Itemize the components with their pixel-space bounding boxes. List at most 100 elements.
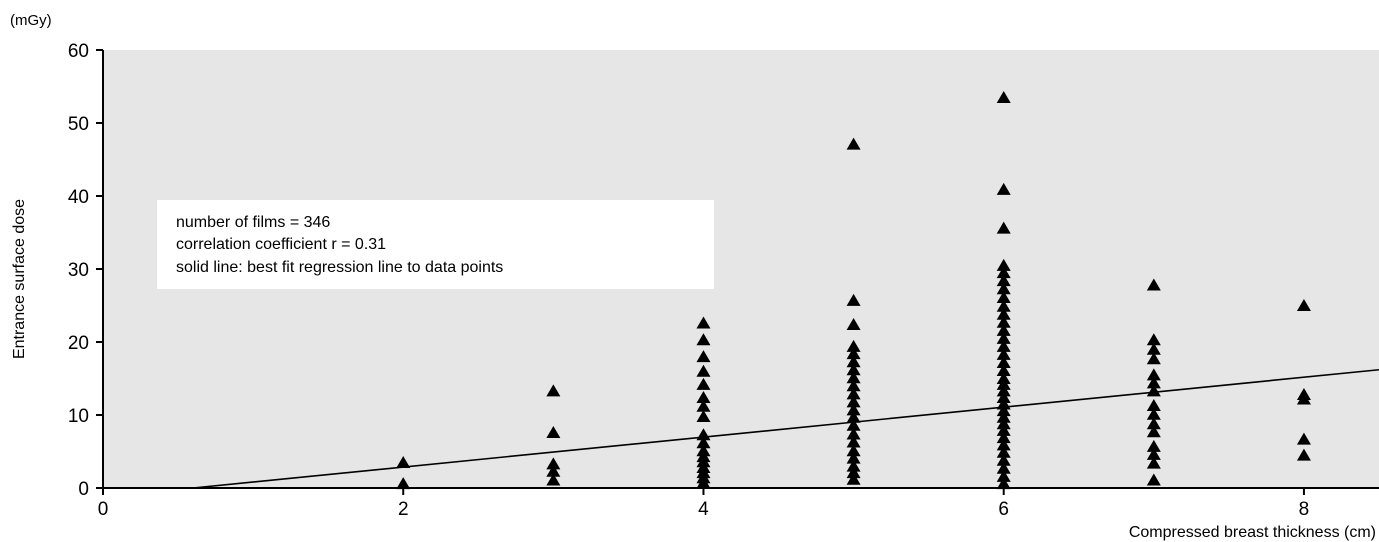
x-tick-label: 4: [698, 499, 709, 520]
data-points-layer: [396, 90, 1311, 490]
x-ticks: 0 2 4 6 8: [98, 488, 1310, 520]
y-tick-label: 30: [68, 260, 89, 281]
data-point: [996, 266, 1011, 279]
data-point: [996, 461, 1011, 474]
data-point: [1146, 368, 1161, 381]
data-point: [846, 410, 861, 423]
annotation-correlation-coefficient: correlation coefficient r = 0.31: [176, 236, 386, 253]
data-point: [1146, 278, 1161, 291]
data-point: [1296, 392, 1311, 405]
data-point: [846, 371, 861, 384]
data-point: [846, 466, 861, 479]
data-point: [1296, 448, 1311, 461]
data-point: [996, 438, 1011, 451]
y-tick-label: 50: [68, 114, 89, 135]
data-point: [996, 299, 1011, 312]
data-point: [996, 355, 1011, 368]
x-tick-label: 8: [1299, 499, 1310, 520]
data-point: [546, 457, 561, 470]
y-tick-label: 0: [78, 479, 89, 500]
y-tick-label: 40: [68, 187, 89, 208]
x-tick-label: 2: [398, 499, 409, 520]
data-point: [996, 377, 1011, 390]
data-point: [696, 476, 711, 489]
data-point: [846, 459, 861, 472]
data-point: [1146, 352, 1161, 365]
y-ticks: 0 10 20 30 40 50 60: [68, 41, 103, 500]
data-point: [996, 363, 1011, 376]
data-point: [696, 364, 711, 377]
annotation-box: number of films = 346 correlation coeffi…: [157, 200, 714, 289]
data-point: [846, 293, 861, 306]
data-point: [696, 316, 711, 329]
data-point: [396, 455, 411, 468]
data-point: [1146, 333, 1161, 346]
data-point: [1146, 384, 1161, 397]
data-point: [696, 399, 711, 412]
data-point: [996, 445, 1011, 458]
data-point: [996, 307, 1011, 320]
data-point: [546, 473, 561, 486]
data-point: [546, 464, 561, 477]
data-point: [846, 395, 861, 408]
data-point: [996, 331, 1011, 344]
data-point: [996, 469, 1011, 482]
data-point: [996, 384, 1011, 397]
data-point: [1146, 407, 1161, 420]
data-point: [1146, 425, 1161, 438]
data-point: [846, 387, 861, 400]
data-point: [996, 431, 1011, 444]
data-point: [996, 477, 1011, 490]
data-point: [1146, 456, 1161, 469]
data-point: [996, 315, 1011, 328]
data-point: [846, 317, 861, 330]
data-point: [996, 323, 1011, 336]
regression-line-layer: [192, 368, 1379, 489]
data-point: [996, 282, 1011, 295]
data-point: [696, 409, 711, 422]
data-point: [846, 444, 861, 457]
data-point: [696, 350, 711, 363]
annotation-regression-note: solid line: best fit regression line to …: [176, 259, 503, 276]
data-point: [996, 182, 1011, 195]
data-point: [996, 397, 1011, 410]
data-point: [696, 377, 711, 390]
data-point: [846, 339, 861, 352]
data-point: [846, 355, 861, 368]
data-point: [846, 418, 861, 431]
data-point: [696, 333, 711, 346]
y-axis-unit: (mGy): [10, 12, 52, 29]
data-point: [996, 423, 1011, 436]
x-axis-title: Compressed breast thickness (cm): [1129, 524, 1376, 541]
data-point: [1146, 447, 1161, 460]
data-point: [846, 451, 861, 464]
annotation-box-background: [157, 200, 714, 289]
x-tick-label: 6: [998, 499, 1009, 520]
y-tick-label: 10: [68, 406, 89, 427]
data-point: [996, 90, 1011, 103]
data-point: [996, 258, 1011, 271]
data-point: [546, 384, 561, 397]
data-point: [846, 379, 861, 392]
data-point: [1296, 432, 1311, 445]
data-point: [846, 435, 861, 448]
data-point: [696, 390, 711, 403]
data-point: [546, 426, 561, 439]
data-point: [1146, 473, 1161, 486]
data-point: [996, 417, 1011, 430]
data-point: [1146, 342, 1161, 355]
annotation-number-of-films: number of films = 346: [176, 214, 330, 231]
data-point: [1146, 439, 1161, 452]
data-point: [996, 453, 1011, 466]
data-point: [1296, 299, 1311, 311]
data-point: [846, 347, 861, 360]
data-point: [1146, 376, 1161, 389]
y-axis-title: Entrance surface dose: [11, 199, 28, 359]
regression-line: [192, 368, 1379, 489]
data-point: [696, 428, 711, 441]
y-tick-label: 60: [68, 41, 89, 62]
data-point: [996, 410, 1011, 423]
y-tick-label: 20: [68, 333, 89, 354]
data-point: [996, 347, 1011, 360]
